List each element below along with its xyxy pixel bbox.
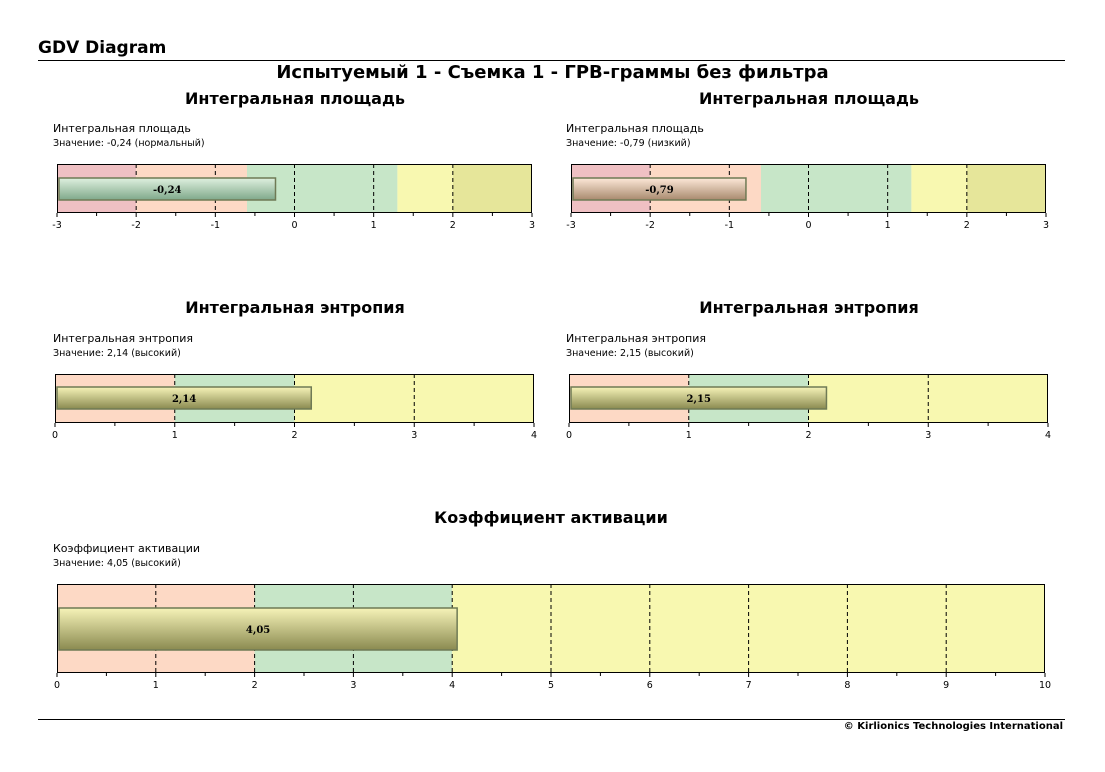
tick-label: 7 bbox=[746, 680, 752, 691]
integral-entropy-chart-2: 2,15 0 1 2 3 4 bbox=[566, 374, 1051, 443]
chart-label: Интегральная площадь bbox=[566, 122, 704, 135]
plot-border bbox=[57, 164, 532, 213]
value-bar bbox=[570, 386, 828, 410]
chart-label: Интегральная энтропия bbox=[53, 332, 193, 345]
tick-label: -1 bbox=[211, 220, 220, 231]
tick-label: 2 bbox=[252, 680, 258, 691]
chart-title: Интегральная площадь bbox=[699, 89, 919, 108]
tick-label: -2 bbox=[131, 220, 140, 231]
value-label: 4,05 bbox=[246, 625, 270, 636]
tick-label: -2 bbox=[645, 220, 654, 231]
tick-label: 1 bbox=[153, 680, 159, 691]
tick-label: 3 bbox=[411, 430, 417, 441]
tick-label: 4 bbox=[531, 430, 537, 441]
chart-label: Коэффициент активации bbox=[53, 542, 200, 555]
plot-border bbox=[55, 374, 534, 423]
chart-value-text: Значение: 2,14 (высокий) bbox=[53, 348, 181, 359]
chart-title: Интегральная энтропия bbox=[699, 298, 919, 317]
chart-title: Коэффициент активации bbox=[434, 508, 668, 527]
chart-svg: 2,15 0 1 2 3 4 bbox=[566, 374, 1051, 441]
tick-label: 5 bbox=[548, 680, 554, 691]
chart-value-text: Значение: 2,15 (высокий) bbox=[566, 348, 694, 359]
tick-label: 0 bbox=[291, 220, 297, 231]
tick-label: 4 bbox=[449, 680, 455, 691]
integral-area-chart-1: -0,24 -3 -2 -1 0 1 2 3 bbox=[52, 164, 535, 233]
footer-rule bbox=[38, 719, 1065, 720]
tick-label: 1 bbox=[371, 220, 377, 231]
tick-label: 3 bbox=[925, 430, 931, 441]
value-bar bbox=[56, 386, 313, 410]
zone-band bbox=[966, 164, 1046, 213]
chart-title: Интегральная площадь bbox=[185, 89, 405, 108]
value-label: 2,15 bbox=[687, 394, 711, 405]
tick-label: 3 bbox=[1043, 220, 1049, 231]
value-label: 2,14 bbox=[172, 394, 196, 405]
tick-label: 1 bbox=[172, 430, 178, 441]
tick-label: 2 bbox=[964, 220, 970, 231]
chart-label: Интегральная площадь bbox=[53, 122, 191, 135]
value-label: -0,79 bbox=[645, 185, 674, 196]
activation-coefficient-chart: 4,05 0 1 2 3 4 5 6 7 8 9 10 bbox=[54, 584, 1051, 693]
zone-band bbox=[452, 164, 532, 213]
value-bar bbox=[572, 177, 747, 201]
value-bar bbox=[58, 177, 277, 201]
integral-area-chart-2: -0,79 -3 -2 -1 0 1 2 3 bbox=[566, 164, 1049, 233]
chart-label: Интегральная энтропия bbox=[566, 332, 706, 345]
tick-label: 4 bbox=[1045, 430, 1051, 441]
tick-label: 10 bbox=[1039, 680, 1051, 691]
chart-value-text: Значение: -0,79 (низкий) bbox=[566, 138, 691, 149]
chart-svg: -0,79 -3 -2 -1 0 1 2 3 bbox=[566, 164, 1049, 231]
tick-label: 1 bbox=[885, 220, 891, 231]
header-rule bbox=[38, 60, 1065, 61]
copyright: © Kirlionics Technologies International bbox=[843, 721, 1063, 732]
tick-label: -3 bbox=[52, 220, 61, 231]
tick-label: 0 bbox=[54, 680, 60, 691]
chart-svg: 2,14 0 1 2 3 4 bbox=[52, 374, 537, 441]
tick-label: -1 bbox=[725, 220, 734, 231]
value-label: -0,24 bbox=[153, 185, 182, 196]
main-title: Испытуемый 1 - Съемка 1 - ГРВ-граммы без… bbox=[276, 62, 829, 83]
tick-label: 2 bbox=[291, 430, 297, 441]
tick-label: 3 bbox=[350, 680, 356, 691]
tick-label: 1 bbox=[686, 430, 692, 441]
value-bar bbox=[58, 607, 458, 651]
tick-label: 2 bbox=[450, 220, 456, 231]
tick-label: 0 bbox=[566, 430, 572, 441]
tick-label: -3 bbox=[566, 220, 575, 231]
chart-svg: 4,05 0 1 2 3 4 5 6 7 8 9 10 bbox=[54, 584, 1051, 691]
page-header-title: GDV Diagram bbox=[38, 38, 167, 58]
plot-border bbox=[569, 374, 1048, 423]
tick-label: 3 bbox=[529, 220, 535, 231]
zone-band bbox=[397, 164, 453, 213]
chart-value-text: Значение: -0,24 (нормальный) bbox=[53, 138, 205, 149]
plot-border bbox=[571, 164, 1046, 213]
chart-svg: -0,24 -3 -2 -1 0 1 2 3 bbox=[52, 164, 535, 231]
zone-band bbox=[911, 164, 967, 213]
zone-band bbox=[761, 164, 912, 213]
tick-label: 2 bbox=[805, 430, 811, 441]
chart-value-text: Значение: 4,05 (высокий) bbox=[53, 558, 181, 569]
tick-label: 0 bbox=[52, 430, 58, 441]
chart-title: Интегральная энтропия bbox=[185, 298, 405, 317]
tick-label: 9 bbox=[943, 680, 949, 691]
integral-entropy-chart-1: 2,14 0 1 2 3 4 bbox=[52, 374, 537, 443]
tick-label: 8 bbox=[844, 680, 850, 691]
plot-border bbox=[57, 584, 1045, 673]
tick-label: 0 bbox=[805, 220, 811, 231]
tick-label: 6 bbox=[647, 680, 653, 691]
